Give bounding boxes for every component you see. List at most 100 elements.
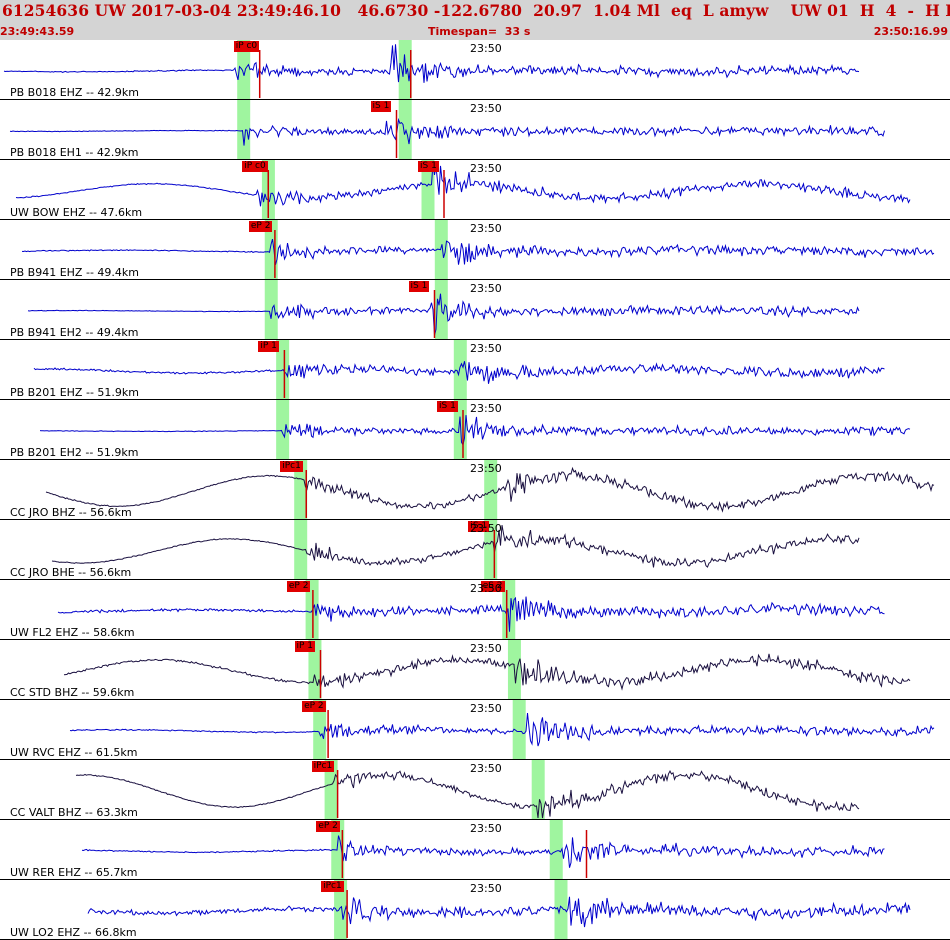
pick-window — [331, 820, 345, 879]
event-header: 61254636 UW 2017-03-04 23:49:46.10 46.67… — [0, 0, 950, 40]
pick-flag[interactable]: eP 2 — [302, 701, 326, 712]
pick-flag[interactable]: iP 1 — [294, 641, 316, 652]
waveform-line — [9, 117, 885, 146]
pick-flag[interactable]: iS 1 — [468, 521, 490, 532]
pick-window — [512, 700, 526, 759]
time-marker: 23:50 — [470, 582, 502, 595]
time-marker: 23:50 — [470, 462, 502, 475]
pick-window — [434, 280, 448, 339]
waveform-line — [45, 466, 935, 513]
trace-panel[interactable]: iPc1 23:50 CC VALT BHZ -- 63.3km — [0, 760, 950, 820]
channel-label: PB B941 EH2 -- 49.4km — [10, 326, 139, 339]
time-marker: 23:50 — [470, 702, 502, 715]
pick-window — [264, 280, 278, 339]
pick-window — [237, 100, 251, 159]
time-marker: 23:50 — [470, 522, 502, 535]
waveform-plot[interactable] — [0, 460, 950, 520]
trace-panel[interactable]: iS 1 23:50 CC JRO BHE -- 56.6km — [0, 520, 950, 580]
waveform-plot[interactable] — [0, 520, 950, 580]
waveform-line — [69, 713, 935, 747]
channel-label: PB B941 EHZ -- 49.4km — [10, 266, 139, 279]
waveform-line — [33, 361, 885, 384]
pick-flag[interactable]: eS 2 — [480, 581, 505, 592]
trace-panel[interactable]: iP 1 23:50 PB B201 EHZ -- 51.9km — [0, 340, 950, 400]
pick-window — [549, 820, 563, 879]
trace-panel[interactable]: iPc1 23:50 CC JRO BHZ -- 56.6km — [0, 460, 950, 520]
pick-flag[interactable]: iS 1 — [437, 401, 458, 412]
waveform-line — [63, 653, 911, 691]
channel-label: CC JRO BHZ -- 56.6km — [10, 506, 132, 519]
pick-flag[interactable]: iS 1 — [370, 101, 392, 112]
pick-flag[interactable]: iPc1 — [280, 461, 303, 472]
pick-window — [237, 40, 251, 99]
pick-flag[interactable]: iP 1 — [258, 341, 279, 352]
trace-panel[interactable]: iS 1 23:50 PB B941 EH2 -- 49.4km — [0, 280, 950, 340]
trace-panel[interactable]: eP 2 eS 2 23:50 UW FL2 EHZ -- 58.6km — [0, 580, 950, 640]
waveform-plot[interactable] — [0, 580, 950, 640]
channel-label: UW BOW EHZ -- 47.6km — [10, 206, 143, 219]
pick-flag[interactable]: iPc1 — [321, 881, 344, 892]
pick-window — [502, 580, 516, 639]
waveform-plot[interactable] — [0, 700, 950, 760]
pick-window — [453, 340, 467, 399]
waveform-line — [39, 415, 911, 447]
time-marker: 23:50 — [470, 222, 502, 235]
pick-flag[interactable]: iPc1 — [311, 761, 335, 772]
channel-label: UW LO2 EHZ -- 66.8km — [10, 926, 137, 939]
pick-flag[interactable]: eP 2 — [286, 581, 311, 592]
waveform-line — [3, 44, 860, 83]
trace-panel[interactable]: eP 2 23:50 UW RVC EHZ -- 61.5km — [0, 700, 950, 760]
waveform-plot[interactable] — [0, 820, 950, 880]
pick-window — [313, 700, 327, 759]
channel-label: CC JRO BHE -- 56.6km — [10, 566, 132, 579]
pick-window — [334, 880, 348, 939]
channel-label: CC STD BHZ -- 59.6km — [10, 686, 135, 699]
waveform-line — [87, 896, 911, 928]
waveform-line — [21, 238, 935, 265]
waveform-plot[interactable] — [0, 400, 950, 460]
time-marker: 23:50 — [470, 822, 502, 835]
pick-window — [484, 460, 498, 519]
waveform-plot[interactable] — [0, 880, 950, 940]
channel-label: UW RVC EHZ -- 61.5km — [10, 746, 138, 759]
pick-flag[interactable]: iS 1 — [408, 281, 430, 292]
pick-flag[interactable]: iP c0 — [233, 41, 260, 52]
pick-window — [305, 580, 319, 639]
waveform-plot[interactable] — [0, 340, 950, 400]
waveform-line — [51, 525, 860, 568]
pick-flag[interactable]: eP 2 — [316, 821, 340, 832]
end-time: 23:50:16.99 — [873, 25, 948, 38]
waveform-line — [27, 293, 860, 336]
pick-flag[interactable]: eP 2 — [248, 221, 273, 232]
trace-panel[interactable]: iP 1 23:50 CC STD BHZ -- 59.6km — [0, 640, 950, 700]
waveform-plot[interactable] — [0, 160, 950, 220]
trace-panel[interactable]: iPc1 23:50 UW LO2 EHZ -- 66.8km — [0, 880, 950, 940]
pick-flag[interactable]: iP c0 — [242, 161, 268, 172]
pick-window — [421, 160, 435, 219]
trace-panel[interactable]: eP 2 23:50 PB B941 EHZ -- 49.4km — [0, 220, 950, 280]
waveform-plot[interactable] — [0, 220, 950, 280]
channel-label: PB B201 EH2 -- 51.9km — [10, 446, 139, 459]
timespan-label: Timespan= 33 s — [428, 25, 531, 38]
time-marker: 23:50 — [470, 42, 502, 55]
trace-panel[interactable]: iP c0 23:50 PB B018 EHZ -- 42.9km — [0, 40, 950, 100]
seismogram-traces[interactable]: iP c0 23:50 PB B018 EHZ -- 42.9km iS 1 23:50… — [0, 40, 950, 940]
trace-panel[interactable]: iS 1 23:50 PB B018 EH1 -- 42.9km — [0, 100, 950, 160]
waveform-plot[interactable] — [0, 100, 950, 160]
trace-panel[interactable]: iP c0 iS 1 23:50 UW BOW EHZ -- 47.6km — [0, 160, 950, 220]
channel-label: PB B201 EHZ -- 51.9km — [10, 386, 139, 399]
pick-flag[interactable]: iS 1 — [418, 161, 439, 172]
channel-label: PB B018 EHZ -- 42.9km — [10, 86, 139, 99]
waveform-plot[interactable] — [0, 760, 950, 820]
channel-label: UW RER EHZ -- 65.7km — [10, 866, 138, 879]
channel-label: PB B018 EH1 -- 42.9km — [10, 146, 139, 159]
time-marker: 23:50 — [470, 102, 502, 115]
waveform-plot[interactable] — [0, 40, 950, 100]
pick-window — [434, 220, 448, 279]
waveform-plot[interactable] — [0, 280, 950, 340]
waveform-plot[interactable] — [0, 640, 950, 700]
pick-window — [398, 100, 412, 159]
trace-panel[interactable]: iS 1 23:50 PB B201 EH2 -- 51.9km — [0, 400, 950, 460]
trace-panel[interactable]: eP 2 23:50 UW RER EHZ -- 65.7km — [0, 820, 950, 880]
time-marker: 23:50 — [470, 642, 502, 655]
